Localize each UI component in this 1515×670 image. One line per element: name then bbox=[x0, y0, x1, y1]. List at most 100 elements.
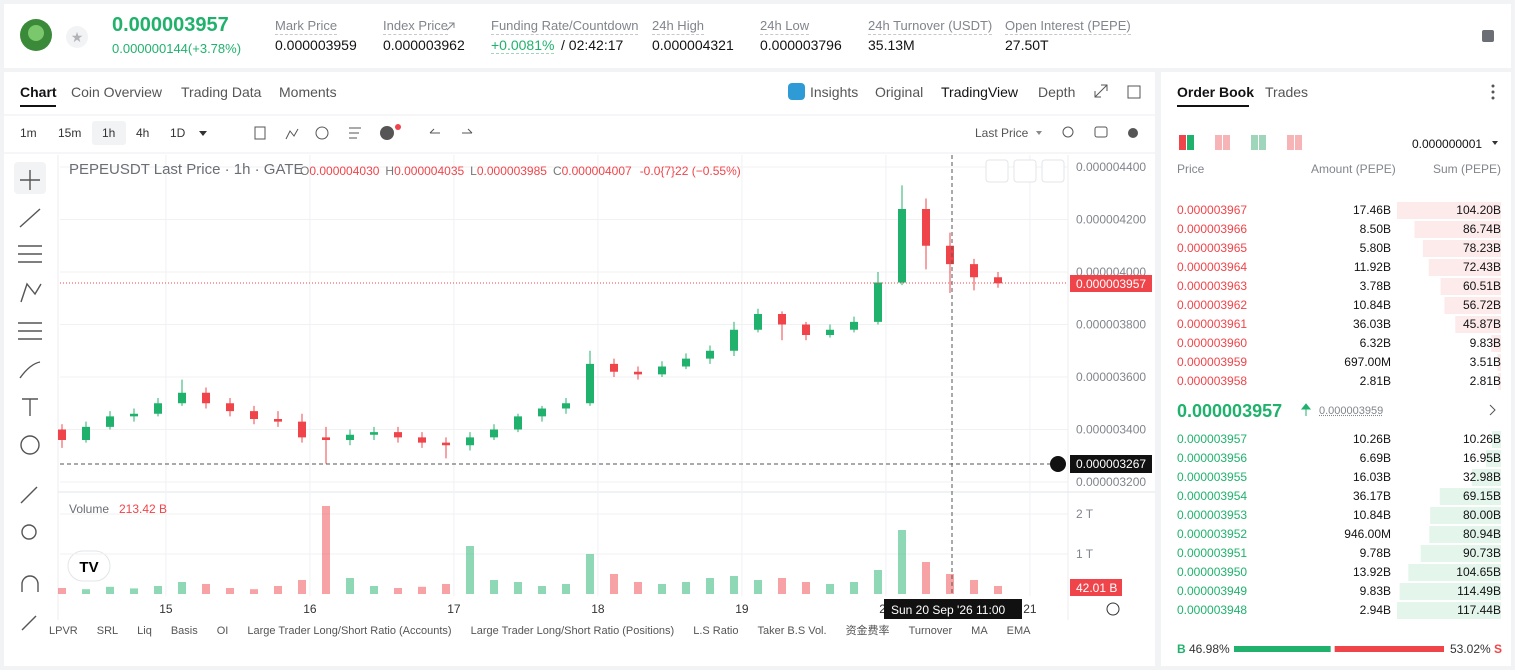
candle-body bbox=[346, 434, 354, 440]
book-price[interactable]: 0.000003950 bbox=[1177, 565, 1248, 579]
stat-value: 35.13M bbox=[868, 37, 915, 53]
scroll-button[interactable] bbox=[985, 159, 1009, 183]
interval[interactable]: 15m bbox=[58, 126, 82, 140]
interval[interactable]: 4h bbox=[136, 126, 150, 140]
chart-tab[interactable]: Coin Overview bbox=[71, 84, 163, 100]
book-price[interactable]: 0.000003948 bbox=[1177, 603, 1248, 617]
indicator-item[interactable]: OI bbox=[216, 625, 229, 637]
book-tab[interactable]: Order Book bbox=[1177, 84, 1255, 100]
line-tool[interactable] bbox=[19, 208, 41, 228]
book-price[interactable]: 0.000003951 bbox=[1177, 546, 1248, 560]
erase-tool[interactable] bbox=[21, 615, 37, 631]
candle-body bbox=[154, 403, 162, 414]
maximize-button[interactable] bbox=[1041, 159, 1065, 183]
view-tab[interactable]: TradingView bbox=[941, 84, 1019, 100]
favorite-button[interactable] bbox=[66, 26, 88, 48]
book-price[interactable]: 0.000003964 bbox=[1177, 260, 1248, 274]
book-tab[interactable]: Trades bbox=[1265, 84, 1309, 100]
book-price[interactable]: 0.000003953 bbox=[1177, 508, 1248, 522]
chart-tab[interactable]: Moments bbox=[279, 84, 337, 100]
book-last-price: 0.000003957 bbox=[1177, 401, 1283, 421]
book-price[interactable]: 0.000003954 bbox=[1177, 489, 1248, 503]
indicator-item[interactable]: L.S Ratio bbox=[693, 625, 739, 637]
book-price[interactable]: 0.000003961 bbox=[1177, 317, 1248, 331]
brush-tool[interactable] bbox=[19, 361, 41, 379]
view-tab[interactable]: Insights bbox=[810, 84, 859, 100]
book-price[interactable]: 0.000003967 bbox=[1177, 203, 1248, 217]
search-icon[interactable] bbox=[1062, 126, 1074, 138]
indicator-item[interactable]: MA bbox=[971, 625, 988, 637]
book-price[interactable]: 0.000003965 bbox=[1177, 241, 1248, 255]
volume-bar bbox=[250, 589, 258, 594]
book-price[interactable]: 0.000003952 bbox=[1177, 527, 1248, 541]
chart-settings[interactable] bbox=[1106, 602, 1120, 616]
indicator-item[interactable]: Liq bbox=[137, 625, 152, 637]
candle-body bbox=[178, 392, 186, 404]
indicator-item[interactable]: Taker B.S Vol. bbox=[757, 625, 827, 637]
book-amount: 16.03B bbox=[1352, 470, 1391, 484]
depth-bar bbox=[1420, 545, 1501, 562]
interval[interactable]: 1h bbox=[102, 126, 116, 140]
candle-type-icon[interactable] bbox=[254, 126, 266, 140]
crosshair-tool[interactable] bbox=[20, 170, 40, 190]
time-tag-bg bbox=[884, 599, 1022, 619]
fib-tool[interactable] bbox=[18, 322, 42, 340]
undo-icon[interactable] bbox=[429, 128, 440, 134]
book-price[interactable]: 0.000003955 bbox=[1177, 470, 1248, 484]
book-price[interactable]: 0.000003949 bbox=[1177, 584, 1248, 598]
candle-body bbox=[706, 350, 714, 359]
book-price[interactable]: 0.000003963 bbox=[1177, 279, 1248, 293]
book-price[interactable]: 0.000003959 bbox=[1177, 355, 1248, 369]
layout-icon[interactable] bbox=[1482, 30, 1494, 42]
ruler-tool[interactable] bbox=[20, 486, 38, 504]
emoji-tool[interactable] bbox=[20, 435, 40, 455]
book-sum: 104.65B bbox=[1456, 565, 1501, 579]
ohlc-value: 0.000003985 bbox=[476, 164, 547, 178]
interval[interactable]: 1m bbox=[20, 126, 37, 140]
price-type-select[interactable]: Last Price bbox=[975, 126, 1029, 140]
settings-icon[interactable] bbox=[1128, 128, 1138, 138]
price-change: 0.000000144(+3.78%) bbox=[112, 41, 242, 56]
depth-bar bbox=[1439, 488, 1501, 505]
pattern-tool[interactable] bbox=[20, 282, 42, 303]
refresh-icon[interactable] bbox=[315, 126, 329, 140]
dropdown-caret bbox=[1492, 141, 1498, 145]
book-price[interactable]: 0.000003956 bbox=[1177, 451, 1248, 465]
indicator-item[interactable]: EMA bbox=[1006, 625, 1031, 637]
indicator-item[interactable]: SRL bbox=[96, 625, 119, 637]
view-tab[interactable]: Depth bbox=[1038, 84, 1076, 100]
x-tick-label: 18 bbox=[591, 602, 605, 616]
indicator-icon[interactable] bbox=[285, 128, 299, 140]
channel-tool[interactable] bbox=[18, 245, 42, 263]
indicator-item[interactable]: LPVR bbox=[49, 625, 78, 637]
redo-icon[interactable] bbox=[462, 128, 473, 134]
book-sum: 45.87B bbox=[1462, 317, 1501, 331]
indicator-item[interactable]: 资金费率 bbox=[845, 625, 890, 637]
dot bbox=[1491, 84, 1495, 88]
view-tab[interactable]: Original bbox=[875, 84, 924, 100]
zoom-tool[interactable] bbox=[21, 524, 37, 540]
camera-icon[interactable] bbox=[1094, 126, 1108, 138]
text-tool[interactable] bbox=[22, 398, 38, 416]
indicator-item[interactable]: Large Trader Long/Short Ratio (Accounts) bbox=[247, 625, 452, 637]
magnet-tool[interactable] bbox=[21, 575, 39, 592]
volume-bar bbox=[562, 584, 570, 594]
template-icon[interactable] bbox=[349, 127, 361, 139]
chart-tab[interactable]: Chart bbox=[20, 84, 57, 100]
interval-active bbox=[92, 121, 126, 145]
interval[interactable]: 1D bbox=[170, 126, 186, 140]
book-price[interactable]: 0.000003958 bbox=[1177, 374, 1248, 388]
book-price[interactable]: 0.000003957 bbox=[1177, 432, 1248, 446]
indicator-item[interactable]: Large Trader Long/Short Ratio (Positions… bbox=[470, 625, 675, 637]
book-price[interactable]: 0.000003960 bbox=[1177, 336, 1248, 350]
book-sum: 32.98B bbox=[1462, 470, 1501, 484]
indicator-item[interactable]: Basis bbox=[170, 625, 198, 637]
book-price[interactable]: 0.000003966 bbox=[1177, 222, 1248, 236]
precision-select[interactable]: 0.000000001 bbox=[1412, 137, 1483, 151]
indicator-item[interactable]: Turnover bbox=[908, 625, 953, 637]
collapse-button[interactable] bbox=[1013, 159, 1037, 183]
chart-tab[interactable]: Trading Data bbox=[181, 84, 262, 100]
book-price[interactable]: 0.000003962 bbox=[1177, 298, 1248, 312]
add-icon[interactable] bbox=[380, 126, 394, 140]
